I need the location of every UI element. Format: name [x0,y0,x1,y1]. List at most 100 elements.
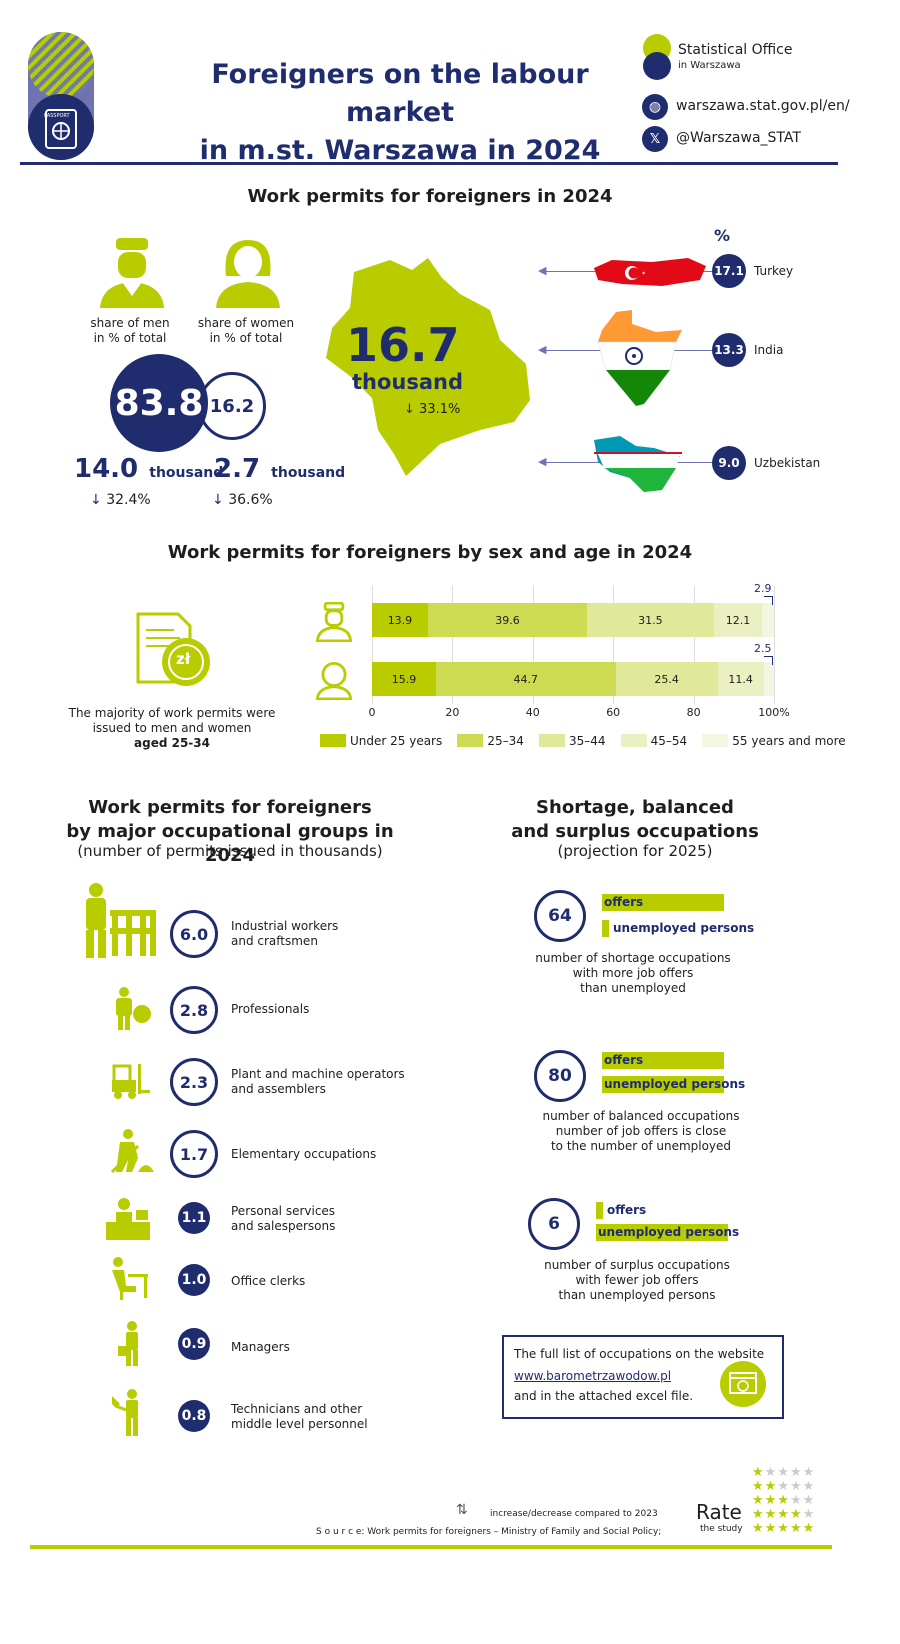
occ-label: Office clerks [231,1274,305,1289]
box-line3: and in the attached excel file. [514,1389,694,1403]
occ-label: Personal services and salespersons [231,1204,335,1234]
globe-icon: ◍ [642,94,668,120]
women-label-line1: share of women [197,316,295,330]
occ-value: 2.8 [179,1000,209,1020]
occ-value-circle: 1.1 [178,1202,210,1234]
age-note-line3: aged 25-34 [134,736,210,750]
arrow-down-icon: ↓ [212,492,224,508]
section-title-shortage: Shortage, balanced and surplus occupatio… [480,796,790,844]
man-icon [96,236,168,308]
legend-item: Under 25 years [320,734,442,748]
bar-segment: 13.9 [372,603,428,637]
legend-item: 35–44 [538,734,606,748]
desc-line3: than unemployed persons [558,1288,716,1302]
occ-value: 6.0 [179,924,209,944]
gridline [532,586,534,704]
legend-swatch [620,734,647,747]
desc-line3: to the number of unemployed [550,1139,732,1153]
desc-line3: than unemployed [580,981,686,995]
shovel-worker-icon [108,1128,156,1174]
occ-label-line2: and craftsmen [231,934,318,948]
man-bar-icon [314,601,354,643]
country-name: Turkey [754,264,794,278]
title-line-1: Foreigners on the labour market [211,59,589,128]
legend-item: 25–34 [457,734,524,748]
x-tick-label: 60 [606,706,621,719]
x-tick-label: 40 [525,706,540,719]
logo-badge [28,32,94,160]
occ-label-line1: Personal services [231,1204,336,1218]
occ-label: Industrial workers and craftsmen [231,919,338,949]
bar-segment: 12.1 [713,603,763,637]
star-row: ★★★★★ [752,1465,816,1480]
shortage-title-line1: Shortage, balanced [536,797,734,818]
turkey-value-circle: 17.1 [712,254,746,288]
shortage-subtitle: (projection for 2025) [557,842,713,860]
age-note-line2: issued to men and women [92,721,252,735]
website-link[interactable]: warszawa.stat.gov.pl/en/ [676,98,850,114]
men-share-circle: 83.8 [110,354,208,452]
arrow-down-icon: ↓ [404,402,415,417]
desc-line2: number of job offers is close [555,1124,727,1138]
legend-swatch [538,734,565,747]
bar-men: 13.9 39.6 31.5 12.1 [372,603,774,637]
rating-stars-icon[interactable]: ★★★★★ ★★★★★ ★★★★★ ★★★★★ ★★★★★ [752,1466,826,1540]
men-label-line1: share of men [90,316,170,330]
occ-value: 1.1 [181,1210,207,1226]
desc-line1: number of surplus occupations [544,1258,730,1272]
shortage-circle: 64 [534,890,586,942]
star-row: ★★★★★ [752,1507,816,1522]
uzbekistan-flag-icon [590,434,686,492]
women-change-value: 36.6% [228,492,273,508]
box-link[interactable]: www.barometrzawodow.pl [514,1369,672,1383]
unemployed-bar: unemployed persons [602,1076,746,1093]
rate-label[interactable]: Rate [696,1500,742,1524]
x-tick-label: 0 [368,706,376,719]
women-share-circle: 16.2 [198,372,266,440]
men-change-value: 32.4% [106,492,151,508]
women-label-line2: in % of total [209,331,283,345]
age-legend: Under 25 years 25–34 35–44 45–54 55 year… [320,732,846,751]
occ-value-circle: 2.3 [170,1058,218,1106]
women-total: 2.7 thousand [214,454,345,484]
unemployed-label: unemployed persons [613,921,755,935]
org-name: Statistical Office [678,42,793,58]
bar-segment: 44.7 [435,662,616,696]
unemployed-bar [602,920,609,937]
uzbekistan-value-circle: 9.0 [712,446,746,480]
occ-label-line1: Industrial workers [231,919,339,933]
age-note-line1: The majority of work permits were [68,706,276,720]
occ-value: 1.0 [181,1272,207,1288]
bar-segment: 15.9 [372,662,436,696]
women-total-value: 2.7 [214,454,261,484]
legend-label: Under 25 years [350,733,443,748]
gridline [372,586,373,704]
gridline [774,586,775,704]
bar-women: 15.9 44.7 25.4 11.4 [372,662,774,696]
india-value-circle: 13.3 [712,333,746,367]
women-label: share of women in % of total [196,316,296,346]
title-line-2: in m.st. Warszawa in 2024 [199,135,601,166]
country-value: 9.0 [718,456,740,470]
star-row: ★★★★★ [752,1493,816,1508]
twitter-link[interactable]: @Warszawa_STAT [676,130,801,146]
offers-bar: offers [602,1052,724,1069]
rate-sub[interactable]: the study [700,1524,743,1534]
occ-value-circle: 2.8 [170,986,218,1034]
gridline [693,586,695,704]
percent-symbol: % [714,226,731,245]
occ-value: 0.8 [181,1408,207,1424]
age-chart: 13.9 39.6 31.5 12.1 15.9 44.7 25.4 11.4 2.9 2.… [368,582,790,726]
professional-icon [112,986,152,1030]
turkey-flag-icon [592,256,708,288]
offers-bar [596,1202,603,1219]
section-title-permits: Work permits for foreigners in 2024 [247,186,613,207]
occ-label-line1: Technicians and other [231,1402,363,1416]
gridline [613,586,615,704]
country-row-india: ◀ 13.3 India [538,306,858,408]
woman-icon [212,236,284,308]
bar-segment [762,603,774,637]
balanced-desc: number of balanced occupations number of… [536,1109,746,1154]
arrow-left-icon: ◀ [538,264,547,277]
desc-line2: with fewer job offers [575,1273,699,1287]
